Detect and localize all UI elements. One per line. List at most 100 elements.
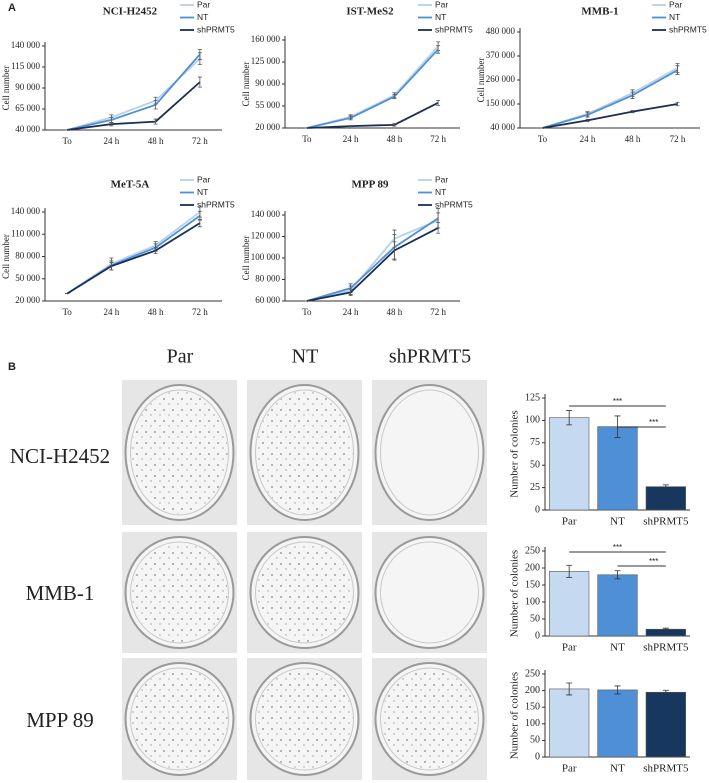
y-tick-label: 50: [530, 735, 540, 746]
bar: [645, 486, 686, 511]
y-tick-label: 200: [525, 685, 540, 696]
bar: [597, 426, 638, 511]
x-tick-label: Par: [562, 516, 577, 528]
legend-label: NT: [435, 187, 446, 197]
y-tick-label: 90 000: [15, 82, 40, 92]
error-bar: [109, 122, 114, 127]
chart-title: IST-MeS2: [346, 6, 394, 18]
x-tick-label: NT: [610, 516, 625, 528]
column-label: shPRMT5: [389, 346, 471, 368]
y-tick-label: 100: [525, 415, 540, 426]
legend-label: shPRMT5: [435, 24, 473, 34]
y-tick-label: 0: [535, 504, 540, 515]
y-tick-label: 80 000: [15, 251, 40, 261]
y-tick-label: 55 000: [255, 100, 280, 110]
line: [67, 81, 201, 131]
legend-label: shPRMT5: [197, 199, 235, 209]
x-tick-label: 72 h: [670, 134, 686, 144]
y-tick-label: 150: [525, 701, 540, 712]
x-tick-label: 72 h: [192, 136, 208, 146]
row-label: MMB-1: [26, 581, 95, 605]
x-tick-label: To: [538, 134, 548, 144]
y-tick-label: 200: [525, 562, 540, 573]
x-tick-label: NT: [610, 642, 625, 654]
x-tick-label: 24 h: [104, 307, 120, 317]
error-bar: [392, 241, 397, 260]
panel-label: B: [8, 361, 16, 373]
plate-rim: [255, 667, 354, 771]
y-tick-label: 370 000: [486, 50, 516, 60]
error-bar: [436, 99, 441, 106]
bar: [549, 688, 590, 758]
line: [66, 53, 201, 131]
row-label: MPP 89: [26, 708, 94, 732]
colonies: [131, 669, 228, 769]
colonies: [256, 669, 353, 769]
line: [306, 102, 439, 129]
significance-label: ***: [613, 543, 622, 552]
significance-label: ***: [649, 418, 658, 427]
line: [306, 45, 439, 129]
y-tick-label: 125: [525, 392, 540, 403]
y-tick-label: 75: [530, 437, 540, 448]
legend-label: shPRMT5: [197, 24, 235, 34]
y-tick-label: 150 000: [486, 98, 516, 108]
colonies: [381, 669, 478, 769]
y-tick-label: 60 000: [255, 295, 280, 305]
chart-title: NCI-H2452: [103, 6, 158, 18]
error-bar: [197, 76, 202, 88]
x-tick-label: To: [302, 307, 312, 317]
line: [542, 69, 678, 129]
y-tick-label: 140 000: [251, 209, 281, 219]
error-bar: [675, 65, 680, 75]
legend-label: shPRMT5: [669, 24, 707, 34]
x-tick-label: 48 h: [387, 134, 403, 144]
y-tick-label: 115 000: [11, 61, 40, 71]
y-tick-label: 110 000: [11, 228, 40, 238]
plate-rim: [380, 389, 479, 516]
y-tick-label: 100: [525, 596, 540, 607]
line: [306, 217, 439, 302]
row-label: NCI-H2452: [10, 444, 110, 468]
bar: [597, 574, 638, 637]
error-bar: [675, 101, 680, 107]
x-tick-label: 24 h: [580, 134, 596, 144]
y-tick-label: 20 000: [255, 122, 280, 132]
y-tick-label: 65 000: [15, 103, 40, 113]
error-bar: [436, 222, 441, 234]
error-bar: [392, 94, 397, 99]
x-tick-label: To: [62, 307, 72, 317]
colonies: [131, 543, 228, 642]
plate-rim: [380, 667, 479, 771]
x-tick-label: 24 h: [343, 307, 359, 317]
error-bar: [153, 247, 158, 254]
x-tick-label: 48 h: [148, 136, 164, 146]
chart-title: MMB-1: [581, 6, 618, 18]
error-bar: [566, 410, 573, 426]
line: [66, 57, 201, 131]
chart-title: MPP 89: [352, 179, 389, 191]
line: [306, 219, 439, 302]
plate-rim: [130, 667, 229, 771]
error-bar: [662, 627, 669, 631]
bar: [549, 417, 590, 511]
x-tick-label: shPRMT5: [643, 642, 689, 654]
legend-label: Par: [435, 0, 448, 9]
line: [542, 103, 678, 129]
x-tick-label: shPRMT5: [643, 763, 689, 775]
y-tick-label: 90 000: [255, 78, 280, 88]
legend-label: Par: [435, 174, 448, 184]
x-tick-label: 24 h: [343, 134, 359, 144]
error-bar: [392, 123, 397, 127]
colonies: [256, 391, 353, 514]
error-bar: [630, 91, 635, 99]
error-bar: [109, 262, 114, 271]
x-tick-label: NT: [610, 763, 625, 775]
plate: [374, 536, 485, 649]
x-tick-label: 48 h: [387, 307, 403, 317]
line: [306, 48, 439, 129]
error-bar: [566, 564, 573, 578]
y-tick-label: 250: [525, 668, 540, 679]
y-tick-label: 120 000: [251, 231, 281, 241]
